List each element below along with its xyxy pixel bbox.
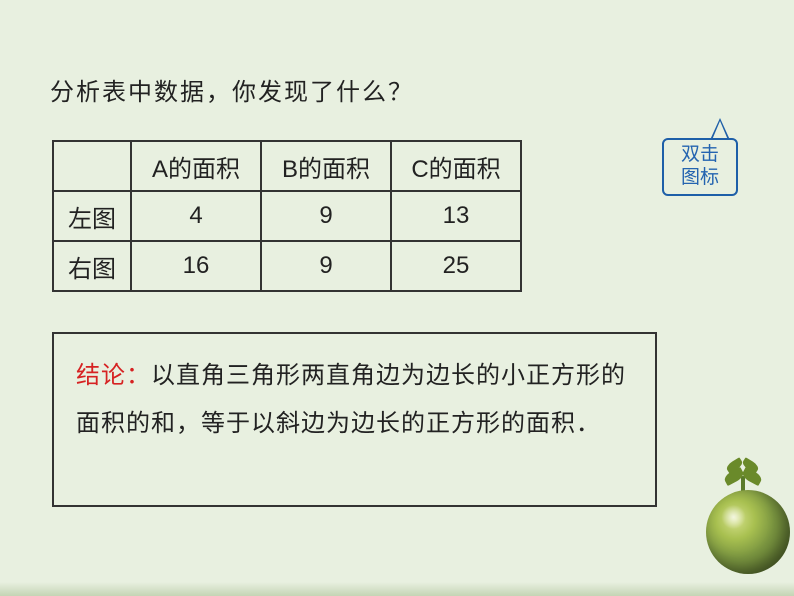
cell-right-a: 16 bbox=[131, 241, 261, 291]
conclusion-box: 结论：以直角三角形两直角边为边长的小正方形的面积的和，等于以斜边为边长的正方形的… bbox=[52, 332, 657, 507]
header-c: C的面积 bbox=[391, 141, 521, 191]
header-a: A的面积 bbox=[131, 141, 261, 191]
header-blank bbox=[53, 141, 131, 191]
question-text: 分析表中数据，你发现了什么？ bbox=[50, 72, 414, 107]
row-label-left: 左图 bbox=[53, 191, 131, 241]
conclusion-text: 以直角三角形两直角边为边长的小正方形的面积的和，等于以斜边为边长的正方形的面积． bbox=[76, 362, 626, 437]
grass-strip bbox=[0, 582, 794, 596]
area-data-table: A的面积 B的面积 C的面积 左图 4 9 13 右图 16 9 25 bbox=[52, 140, 522, 292]
yarn-ball-icon bbox=[706, 490, 790, 574]
cell-left-c: 13 bbox=[391, 191, 521, 241]
decoration-corner bbox=[654, 456, 794, 596]
cell-right-c: 25 bbox=[391, 241, 521, 291]
doubleclick-callout[interactable]: 双击 图标 bbox=[662, 138, 738, 196]
callout-line1: 双击 bbox=[681, 144, 719, 167]
conclusion-label: 结论： bbox=[76, 362, 151, 389]
cell-left-b: 9 bbox=[261, 191, 391, 241]
cell-right-b: 9 bbox=[261, 241, 391, 291]
cell-left-a: 4 bbox=[131, 191, 261, 241]
callout-line2: 图标 bbox=[681, 167, 719, 190]
row-label-right: 右图 bbox=[53, 241, 131, 291]
table-header-row: A的面积 B的面积 C的面积 bbox=[53, 141, 521, 191]
table-row: 右图 16 9 25 bbox=[53, 241, 521, 291]
header-b: B的面积 bbox=[261, 141, 391, 191]
table-row: 左图 4 9 13 bbox=[53, 191, 521, 241]
